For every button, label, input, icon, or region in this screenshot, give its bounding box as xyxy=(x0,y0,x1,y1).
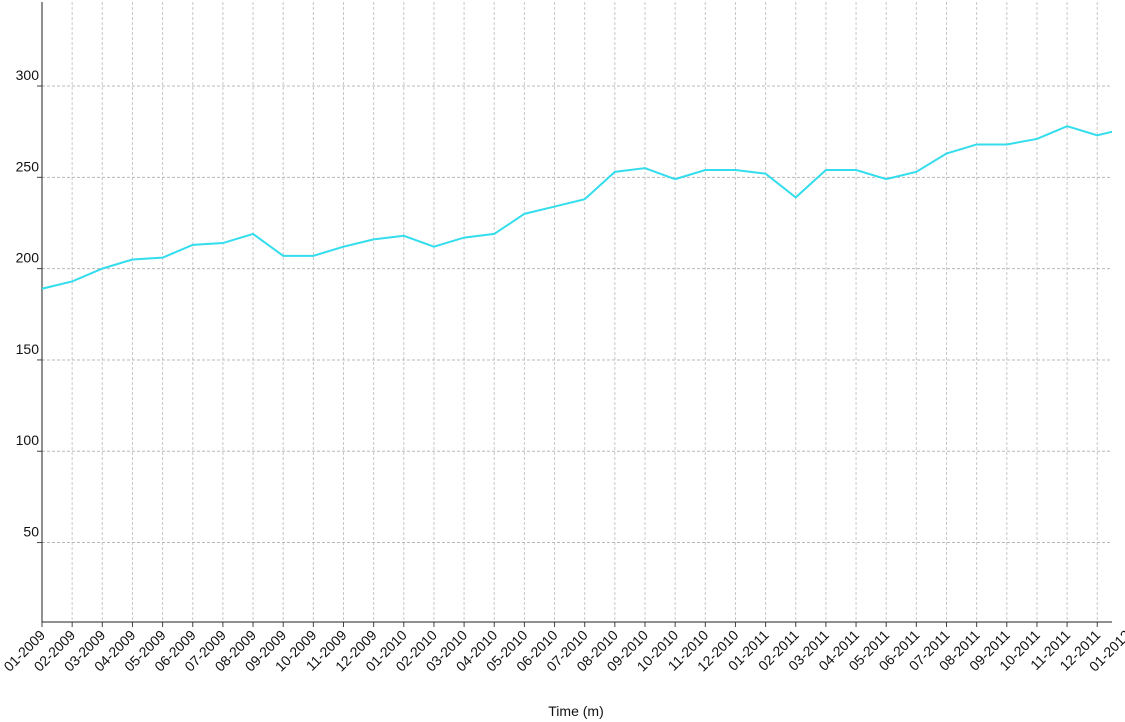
y-tick-label: 300 xyxy=(16,67,40,83)
plot-area xyxy=(42,125,1112,290)
y-tick-label: 200 xyxy=(16,250,40,266)
data-line xyxy=(42,125,1112,290)
y-tick-label: 250 xyxy=(16,158,40,174)
y-tick-label: 150 xyxy=(16,341,40,357)
y-tick-label: 50 xyxy=(23,524,39,540)
y-tick-label: 100 xyxy=(16,432,40,448)
x-axis-label: Time (m) xyxy=(548,703,603,719)
